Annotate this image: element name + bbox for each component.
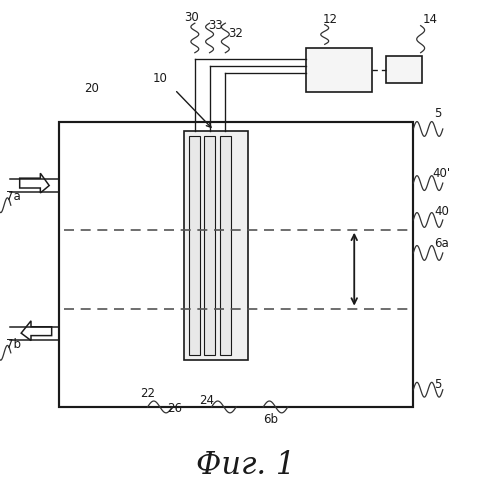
Bar	[189, 136, 200, 355]
Bar	[220, 136, 231, 355]
Text: Фиг. 1: Фиг. 1	[196, 451, 296, 482]
Text: 12: 12	[322, 13, 337, 26]
Polygon shape	[20, 173, 49, 193]
Text: 7a: 7a	[6, 190, 21, 203]
Text: 5: 5	[434, 107, 441, 120]
Text: 10: 10	[153, 72, 167, 85]
Bar	[204, 136, 215, 355]
Text: 33: 33	[208, 19, 223, 32]
Text: 20: 20	[84, 82, 98, 95]
Text: 40: 40	[434, 205, 449, 218]
Polygon shape	[21, 321, 52, 340]
Text: 22: 22	[140, 387, 155, 400]
Bar	[306, 48, 372, 92]
Text: 5: 5	[434, 378, 441, 391]
Text: 6b: 6b	[263, 413, 278, 426]
Bar	[386, 56, 422, 83]
Bar	[59, 122, 413, 407]
Text: 30: 30	[184, 10, 199, 24]
Text: 26: 26	[167, 402, 182, 415]
Text: 14: 14	[423, 13, 438, 26]
Text: 6a: 6a	[434, 237, 449, 250]
Text: 7b: 7b	[6, 338, 21, 351]
Bar	[184, 131, 248, 360]
Text: 40': 40'	[432, 167, 450, 180]
Text: 24: 24	[199, 395, 214, 408]
Text: 32: 32	[228, 27, 243, 40]
